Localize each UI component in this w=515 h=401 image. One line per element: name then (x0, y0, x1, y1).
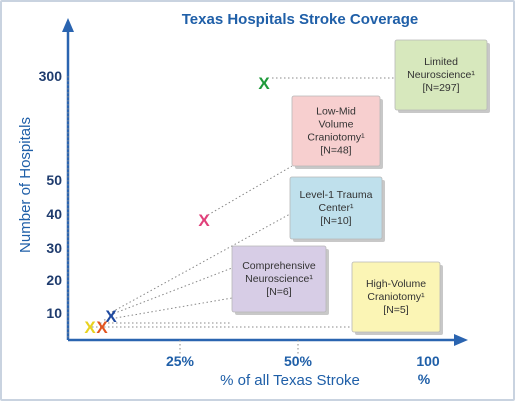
box-label-line: Neuroscience¹ (407, 69, 475, 81)
x-axis-arrow (454, 334, 468, 346)
y-tick-label: 300 (39, 68, 63, 84)
box-background (289, 176, 383, 240)
data-point-marker: X (258, 74, 270, 93)
box-label-line: Comprehensive (242, 260, 316, 272)
box-background (231, 245, 327, 313)
box-label-line: Low-Mid (316, 106, 356, 118)
box-label-line: High-Volume (366, 278, 426, 290)
y-ticks: 10 20 30 40 50 300 (39, 68, 63, 321)
y-tick-label: 30 (46, 240, 62, 256)
data-point-marker: X (198, 211, 210, 230)
box-label-line: [N=6] (266, 286, 291, 298)
box-label-line: Neuroscience¹ (245, 273, 313, 285)
x-ticks: 25% 50% 100% (166, 353, 440, 387)
guide-lines (67, 76, 395, 356)
box-label-line: Level-1 Trauma (300, 189, 373, 201)
x-tick-label: 100 (416, 353, 440, 369)
chart-title: Texas Hospitals Stroke Coverage (182, 11, 418, 28)
box-background (351, 261, 441, 333)
box-label-line: [N=5] (383, 304, 408, 316)
box-label-line: Craniotomy¹ (367, 291, 425, 303)
y-tick-label: 20 (46, 272, 62, 288)
x-axis-label: % of all Texas Stroke (220, 372, 360, 389)
data-point-marker: X (105, 307, 117, 326)
x-tick-label: % (418, 371, 431, 387)
box-label-line: Limited (424, 56, 458, 68)
data-point-marker: X (84, 318, 96, 337)
box-label-line: Center¹ (318, 202, 354, 214)
guide-line (103, 297, 233, 321)
category-boxes: LimitedNeuroscience¹[N=297]Low-MidVolume… (231, 39, 490, 335)
y-axis-arrow (62, 18, 74, 32)
box-background (394, 39, 488, 111)
box-label-line: Volume (318, 119, 353, 131)
guide-line (109, 267, 233, 316)
x-tick-label: 50% (284, 353, 313, 369)
y-tick-label: 40 (46, 206, 62, 222)
box-label-line: [N=48] (320, 145, 351, 157)
guide-line (111, 213, 291, 313)
guide-line (207, 165, 293, 216)
y-tick-label: 10 (46, 305, 62, 321)
box-label-line: [N=297] (422, 82, 459, 94)
box-label-line: [N=10] (320, 215, 351, 227)
data-point-marker: X (96, 318, 108, 337)
y-axis-label: Number of Hospitals (17, 117, 34, 253)
box-label-line: Craniotomy¹ (307, 132, 365, 144)
y-tick-label: 50 (46, 172, 62, 188)
x-tick-label: 25% (166, 353, 195, 369)
box-background (291, 95, 381, 167)
